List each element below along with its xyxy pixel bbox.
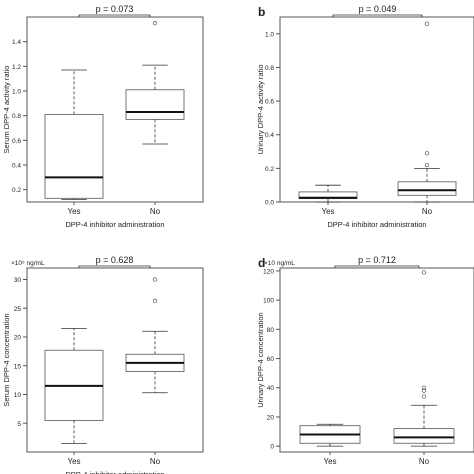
y-tick-label: 20: [14, 335, 22, 342]
y-tick-label: 10: [14, 392, 22, 399]
unit-label: ×10⁵ ng/mL: [11, 260, 45, 267]
y-tick-label: 1.0: [265, 31, 274, 38]
outlier-point: [421, 270, 427, 275]
outlier-point: [424, 21, 430, 26]
outlier-point: [421, 388, 427, 393]
y-tick-label: 1.0: [12, 89, 21, 96]
significance-bracket: [332, 14, 423, 17]
x-tick-label: Yes: [321, 207, 334, 216]
y-tick-label: 30: [14, 277, 22, 284]
y-tick-label: 0.8: [12, 113, 21, 120]
y-tick-label: 0.2: [12, 187, 21, 194]
x-tick-label: Yes: [67, 207, 80, 216]
box-body: [125, 89, 185, 120]
box-body: [397, 181, 457, 196]
y-tick-label: 60: [267, 356, 275, 363]
y-tick-label: 0.6: [265, 99, 274, 106]
unit-label: ×10 ng/mL: [264, 260, 295, 267]
x-axis-label: DPP-4 inhibitor administration: [65, 470, 164, 474]
x-tick-label: No: [422, 207, 433, 216]
chart-panel-3: 5 10 15 20 25 30 Serum DPP-4 concentration ×10⁵…: [2, 255, 204, 474]
outlier-point: [152, 277, 158, 282]
y-tick-label: 40: [267, 385, 275, 392]
x-tick-label: No: [150, 457, 161, 466]
y-axis-label: Urinary DPP-4 activity ratio: [256, 64, 265, 154]
y-tick-label: 0.0: [265, 200, 274, 207]
panel-label: b: [258, 5, 265, 19]
y-tick-label: 120: [263, 268, 274, 275]
x-tick-label: No: [150, 207, 161, 216]
y-tick-label: 1.2: [12, 64, 21, 71]
plot-frame: [279, 16, 474, 203]
p-value-label: p = 0.712: [358, 255, 396, 265]
plot-frame: [279, 267, 474, 453]
y-tick-label: 80: [267, 327, 275, 334]
y-tick-label: 25: [14, 306, 22, 313]
x-tick-label: Yes: [323, 457, 336, 466]
chart-panel-4: 0 20 40 60 80 100 120 Urinary DPP-4 concentrati…: [256, 255, 474, 466]
y-axis-label: Serum DPP-4 activity ratio: [2, 66, 11, 154]
chart-panel-1: 0.2 0.4 0.6 0.8 1.0 1.2 1.4 Serum DPP-4 activit…: [2, 4, 204, 229]
box-body: [393, 428, 455, 444]
y-tick-label: 1.4: [12, 39, 21, 46]
y-tick-label: 15: [14, 363, 22, 370]
chart-panel-2: 0.0 0.2 0.4 0.6 0.8 1.0 Urinary DPP-4 activity…: [256, 4, 474, 229]
y-tick-label: 0: [270, 444, 274, 451]
box-yes: [44, 327, 104, 444]
outlier-point: [152, 298, 158, 303]
outlier-point: [421, 385, 427, 390]
panel-label: d: [258, 256, 265, 270]
y-axis-label: Serum DPP-4 concentration: [2, 313, 11, 406]
p-value-label: p = 0.073: [96, 4, 134, 14]
box-body: [44, 114, 104, 199]
x-tick-label: Yes: [67, 457, 80, 466]
box-yes: [298, 184, 358, 203]
y-tick-label: 5: [17, 421, 21, 428]
x-axis-label: DPP-4 inhibitor administration: [65, 220, 164, 229]
outlier-point: [421, 394, 427, 399]
box-no: [393, 270, 455, 447]
x-axis-label: DPP-4 inhibitor administration: [327, 220, 426, 229]
significance-bracket: [334, 265, 420, 268]
significance-bracket: [78, 14, 151, 17]
outlier-point: [424, 162, 430, 168]
box-yes: [44, 69, 104, 200]
plot-frame: [26, 16, 204, 203]
significance-bracket: [78, 265, 151, 268]
box-no: [397, 21, 457, 203]
y-tick-label: 0.4: [12, 163, 21, 170]
y-tick-label: 100: [263, 298, 274, 305]
y-tick-label: 0.4: [265, 132, 274, 139]
p-value-label: p = 0.628: [96, 255, 134, 265]
box-yes: [299, 423, 361, 447]
box-no: [125, 277, 185, 394]
y-tick-label: 20: [267, 414, 275, 421]
y-tick-label: 0.2: [265, 166, 274, 173]
y-tick-label: 0.8: [265, 65, 274, 72]
p-value-label: p = 0.049: [359, 4, 397, 14]
y-axis-label: Urinary DPP-4 concentration: [256, 312, 265, 407]
plot-frame: [26, 267, 204, 453]
x-tick-label: No: [419, 457, 430, 466]
outlier-point: [152, 21, 158, 26]
y-tick-label: 0.6: [12, 138, 21, 145]
outlier-point: [424, 151, 430, 156]
box-no: [125, 21, 185, 145]
